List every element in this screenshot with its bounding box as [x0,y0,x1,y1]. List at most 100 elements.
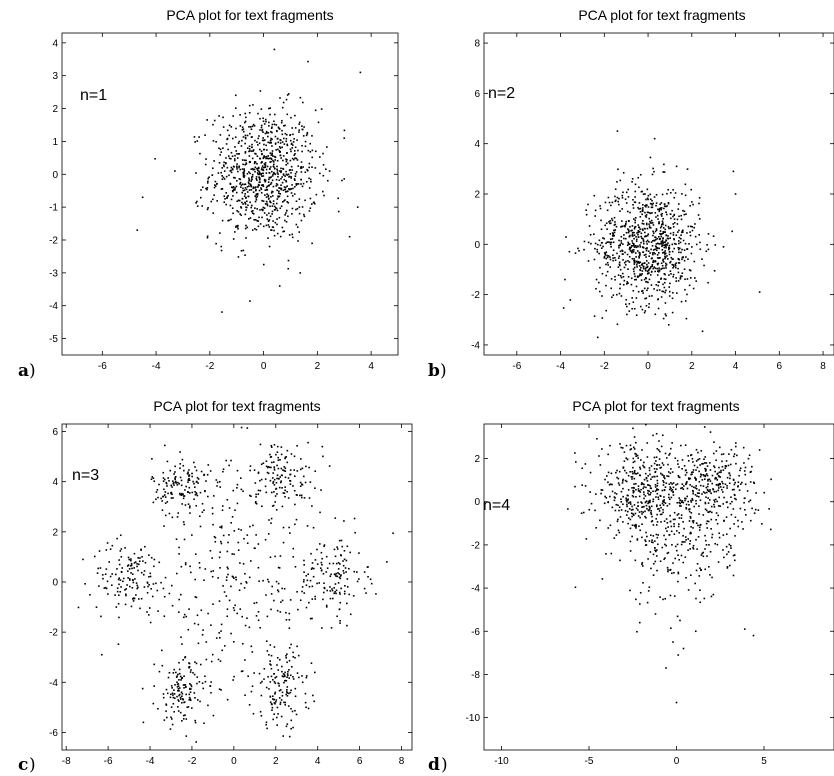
scatter-point [610,278,613,280]
scatter-point [129,578,131,580]
scatter-point [275,676,278,678]
scatter-point [614,492,616,494]
scatter-point [642,262,644,265]
scatter-point [262,175,265,177]
scatter-point [244,254,246,257]
scatter-point [652,232,655,234]
scatter-point [174,478,176,481]
scatter-point [705,544,708,546]
scatter-point [713,466,716,469]
scatter-point [711,536,713,539]
scatter-point [249,525,251,528]
scatter-point [285,725,288,728]
scatter-point [273,484,276,486]
scatter-point [142,573,145,576]
scatter-point [267,132,270,134]
scatter-point [266,203,269,205]
scatter-point [170,716,172,719]
scatter-point [233,189,235,191]
scatter-point [610,217,613,220]
scatter-point [681,275,683,278]
scatter-point [241,139,243,142]
scatter-point [688,520,691,522]
scatter-point [296,672,299,674]
scatter-point [663,496,665,498]
scatter-point [270,446,273,448]
scatter-point [649,473,651,476]
scatter-point [138,598,140,600]
scatter-point [286,676,288,679]
scatter-point [698,458,701,460]
scatter-point [120,570,123,573]
scatter-point [248,145,251,148]
scatter-point [179,711,182,714]
scatter-point [627,268,629,270]
scatter-point [106,580,109,583]
scatter-point [667,471,670,473]
scatter-point [612,257,614,259]
scatter-point [322,152,324,155]
scatter-point [678,466,680,468]
scatter-point [285,690,288,693]
scatter-point [665,457,668,459]
scatter-point [613,537,616,539]
scatter-point [299,96,302,99]
scatter-point [663,207,665,210]
scatter-point [695,499,697,502]
scatter-point [147,614,150,616]
scatter-point [251,210,254,212]
scatter-point [649,485,652,487]
scatter-point [669,594,672,597]
scatter-point [604,478,606,481]
scatter-point [698,202,700,205]
scatter-point [652,500,654,503]
scatter-point [684,444,687,446]
scatter-point [205,480,207,482]
panel-a-label: a [18,361,29,381]
scatter-point [648,295,651,297]
scatter-point [286,143,288,146]
scatter-point [235,225,238,227]
scatter-point [320,489,322,491]
scatter-point [748,454,751,457]
scatter-point [132,581,135,584]
scatter-point [185,735,188,737]
scatter-point [333,592,335,595]
scatter-point [585,213,588,216]
scatter-point [627,260,629,262]
scatter-point [668,290,671,293]
scatter-point [268,176,271,179]
scatter-point [273,491,275,493]
scatter-point [643,461,645,464]
scatter-point [240,670,243,673]
scatter-point [703,264,705,267]
scatter-point [287,190,289,192]
scatter-point [188,474,191,476]
scatter-point [330,573,332,576]
scatter-point [291,195,294,197]
scatter-point [264,538,267,541]
scatter-point [668,488,671,491]
scatter-point [164,514,167,517]
scatter-point [609,483,612,485]
scatter-point [287,173,290,176]
scatter-point [611,490,614,493]
scatter-point [620,509,623,511]
scatter-point [104,586,107,589]
scatter-point [199,196,202,199]
scatter-point [611,296,613,299]
scatter-point [664,241,667,243]
scatter-point [664,265,667,267]
scatter-point [280,121,283,124]
scatter-point [175,671,177,674]
scatter-point [173,697,176,700]
scatter-point [257,167,260,170]
scatter-point [681,256,684,259]
scatter-point [270,491,273,494]
scatter-point [694,277,696,279]
scatter-point [314,109,317,112]
scatter-point [731,488,734,491]
panel-b-xtick-label: -6 [512,361,521,372]
scatter-point [620,446,622,449]
scatter-point [641,228,644,230]
